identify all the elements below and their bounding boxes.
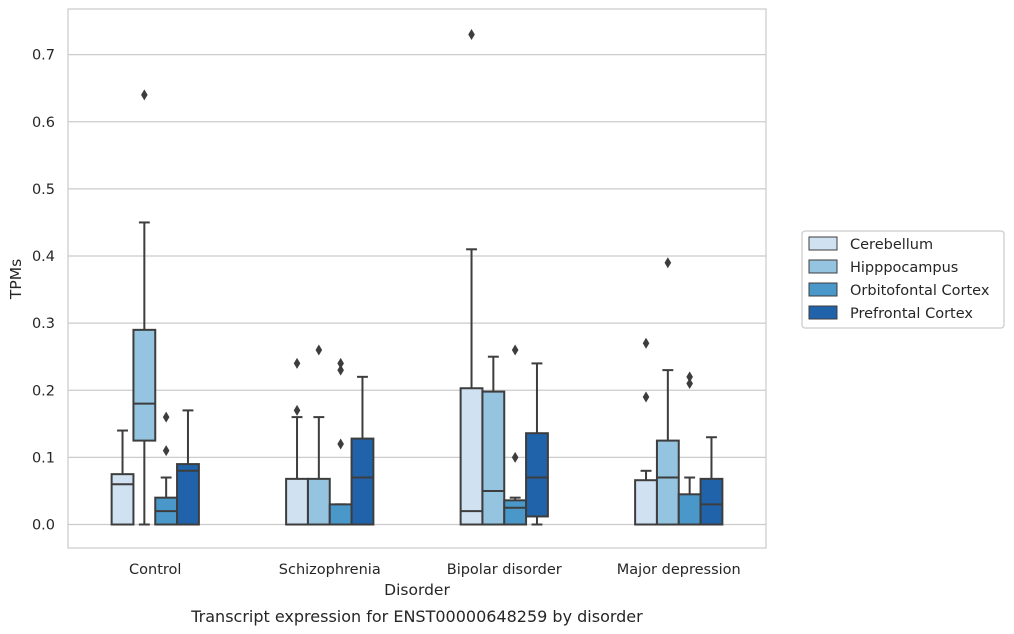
y-tick-label: 0.1 (32, 450, 55, 466)
box-1-1 (306, 344, 331, 526)
box-body (677, 493, 702, 526)
box-body (176, 463, 200, 526)
box-1-3 (350, 375, 375, 526)
legend-label: Orbitofontal Cortex (850, 283, 990, 299)
outlier-point (293, 357, 301, 369)
box-2-2 (503, 344, 528, 526)
outlier-point (664, 257, 672, 269)
y-tick-label: 0.2 (32, 383, 55, 399)
legend-swatch (808, 282, 838, 297)
box-body (525, 432, 549, 518)
chart-caption: Transcript expression for ENST0000064825… (190, 607, 643, 626)
box-body (503, 499, 528, 526)
box-body (655, 439, 680, 526)
box-3-2 (677, 371, 702, 526)
legend-swatch (808, 259, 838, 274)
x-tick-label: Schizophrenia (279, 562, 381, 578)
y-tick-label: 0.5 (32, 182, 55, 198)
legend-swatch (808, 236, 838, 251)
outlier-point (293, 404, 301, 416)
y-tick-label: 0.7 (32, 48, 55, 64)
outlier-point (511, 344, 519, 356)
box-body (350, 437, 375, 526)
box-0-3 (176, 409, 200, 526)
box-body (132, 328, 157, 442)
outlier-point (686, 378, 693, 390)
outlier-point (468, 29, 475, 41)
legend-label: Prefrontal Cortex (850, 306, 973, 322)
x-tick-label: Control (129, 562, 181, 578)
box-2-0 (459, 29, 484, 526)
outlier-point (162, 411, 170, 423)
x-tick-label: Major depression (617, 562, 741, 578)
legend-label: Hipppocampus (850, 260, 958, 276)
box-body (481, 390, 506, 526)
outlier-point (642, 391, 650, 403)
legend-frame (801, 230, 1005, 329)
box-3-3 (699, 436, 724, 526)
outlier-point (337, 364, 344, 376)
box-body (459, 387, 484, 526)
y-tick-label: 0.4 (32, 249, 55, 265)
outlier-point (162, 445, 170, 457)
y-tick-label: 0.6 (32, 115, 55, 131)
y-axis-title: TPMs (7, 259, 25, 300)
legend-label: Cerebellum (850, 237, 933, 253)
box-body (328, 503, 353, 526)
box-0-1 (132, 89, 157, 526)
outlier-point (337, 438, 344, 450)
y-tick-labels: 0.0 0.1 0.2 0.3 0.4 0.5 0.6 0.7 (32, 48, 55, 534)
box-body (285, 477, 309, 526)
outlier-point (315, 344, 323, 356)
outlier-point (141, 89, 148, 101)
box-0-2 (154, 411, 179, 526)
outlier-point (686, 371, 693, 383)
legend-swatch (808, 305, 838, 320)
y-tick-label: 0.0 (32, 518, 55, 534)
box-2-1 (481, 355, 506, 526)
box-body (110, 473, 135, 526)
x-axis-title: Disorder (384, 581, 450, 599)
outlier-point (337, 357, 344, 369)
x-tick-label: Bipolar disorder (447, 562, 562, 578)
box-body (634, 479, 658, 526)
outlier-point (642, 337, 650, 349)
outlier-point (511, 451, 519, 463)
box-3-1 (655, 257, 680, 526)
y-tick-label: 0.3 (32, 316, 55, 332)
box-2-3 (525, 362, 549, 526)
x-tick-labels: Control Schizophrenia Bipolar disorder Majo… (129, 562, 741, 578)
plot-frame (67, 8, 767, 549)
box-body (699, 477, 724, 526)
legend: Cerebellum Hipppocampus Orbitofontal Corte… (801, 230, 1005, 329)
box-0-0 (110, 429, 135, 526)
grid-lines (68, 54, 766, 526)
box-body (306, 477, 331, 526)
box-groups (110, 29, 724, 526)
box-3-0 (634, 337, 658, 526)
box-1-0 (285, 357, 309, 526)
box-1-2 (328, 357, 353, 526)
